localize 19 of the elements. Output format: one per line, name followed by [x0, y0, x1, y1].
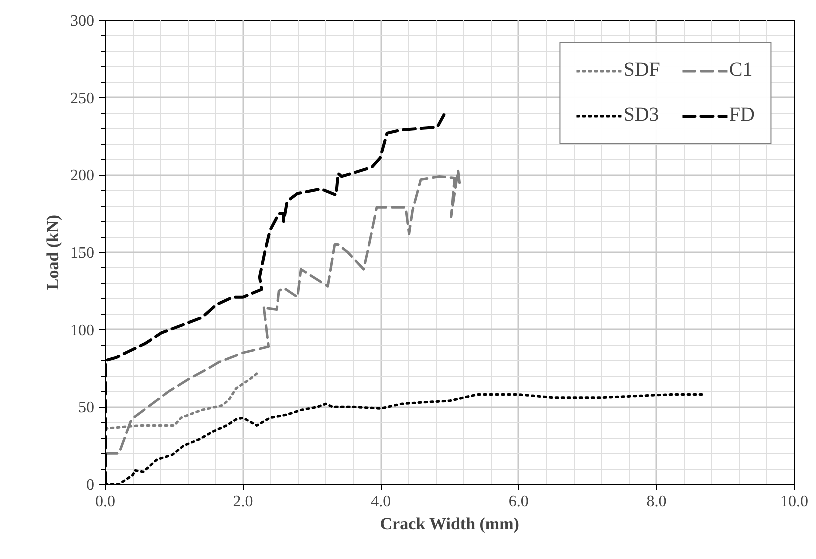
x-tick-label: 8.0 [646, 494, 667, 510]
x-tick-label: 6.0 [508, 494, 529, 510]
legend-label: C1 [729, 59, 753, 82]
y-tick-label: 100 [70, 322, 94, 340]
y-tick-label: 50 [78, 400, 94, 417]
legend-label: SDF [624, 59, 660, 82]
y-tick-label: 300 [70, 13, 94, 30]
y-tick-label: 250 [70, 90, 94, 108]
x-tick-label: 0.0 [96, 494, 116, 510]
legend-label: SD3 [624, 104, 660, 127]
y-axis-title: Load (kN) [44, 214, 62, 290]
x-tick-label: 4.0 [371, 494, 392, 510]
x-axis-title: Crack Width (mm) [380, 514, 520, 534]
y-tick-label: 200 [70, 168, 94, 185]
y-tick-label: 150 [70, 245, 94, 262]
legend-label: FD [729, 104, 755, 127]
y-tick-label: 0 [86, 477, 94, 494]
x-tick-label: 2.0 [233, 494, 254, 510]
x-tick-label: 10.0 [780, 494, 808, 510]
